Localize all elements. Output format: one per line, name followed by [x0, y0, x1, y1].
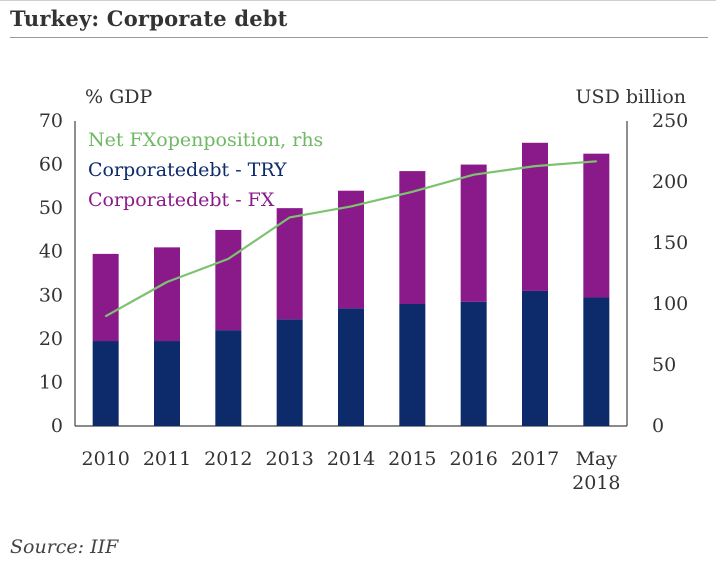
right-tick-label: 250: [652, 110, 688, 132]
net-fx-point: [104, 315, 107, 318]
category-label: 2011: [143, 448, 191, 470]
net-fx-point: [411, 190, 414, 193]
bar-try: [154, 341, 180, 426]
bar-try: [92, 341, 119, 426]
category-label-line: 2012: [204, 448, 252, 470]
left-axis-label: % GDP: [85, 86, 153, 108]
category-label: 2013: [265, 448, 313, 470]
category-label-line: 2010: [81, 448, 129, 470]
category-label-line: 2017: [511, 448, 559, 470]
legend-entry: Net FXopenposition, rhs: [88, 129, 323, 151]
left-tick-label: 10: [39, 371, 63, 393]
net-fx-point: [350, 205, 352, 208]
right-tick-label: 200: [652, 171, 688, 193]
category-label: 2016: [449, 448, 497, 470]
category-label-line: 2011: [143, 448, 191, 470]
bar-fx: [154, 247, 180, 342]
category-label: 2010: [81, 448, 129, 470]
category-label: 2014: [327, 448, 375, 470]
bar-try: [460, 301, 487, 426]
left-tick-label: 70: [39, 110, 63, 132]
bar-fx: [460, 164, 487, 302]
legend-entry: Corporatedebt - TRY: [88, 159, 287, 181]
chart-title: Turkey: Corporate debt: [10, 6, 288, 31]
net-fx-point: [227, 258, 230, 260]
right-axis-label: USD billion: [576, 86, 686, 108]
bar-try: [338, 308, 364, 426]
right-tick-label: 100: [652, 293, 688, 315]
category-label: May 2018: [572, 448, 620, 494]
bar-try: [215, 330, 242, 426]
bar-try: [522, 290, 548, 426]
bar-fx: [215, 229, 242, 331]
title-divider: [10, 37, 708, 38]
bar-fx: [92, 253, 119, 342]
left-tick-label: 30: [39, 284, 63, 306]
category-label-line: 2018: [572, 472, 620, 494]
left-tick-label: 0: [51, 415, 63, 437]
bar-try: [399, 304, 426, 426]
category-label: 2017: [511, 448, 559, 470]
left-tick-label: 60: [39, 154, 63, 176]
bar-fx: [583, 153, 610, 298]
category-label-line: 2014: [327, 448, 375, 470]
right-tick-label: 150: [652, 232, 688, 254]
left-tick-label: 20: [39, 328, 63, 350]
category-label: 2012: [204, 448, 252, 470]
bar-fx: [338, 190, 364, 309]
category-label: 2015: [388, 448, 436, 470]
net-fx-point: [534, 165, 536, 167]
left-tick-label: 50: [39, 197, 63, 219]
right-tick-label: 0: [652, 415, 664, 437]
category-label-line: 2015: [388, 448, 436, 470]
source-note: Source: IIF: [10, 536, 119, 558]
left-tick-label: 40: [39, 241, 63, 263]
bar-try: [276, 319, 303, 426]
top-rule: [0, 0, 716, 1]
net-fx-point: [472, 173, 475, 176]
category-label-line: May: [576, 448, 618, 470]
net-fx-point: [595, 160, 598, 163]
legend-entry: Corporatedebt - FX: [88, 189, 275, 211]
net-fx-point: [288, 216, 291, 219]
bar-fx: [276, 208, 303, 320]
net-fx-point: [166, 281, 168, 283]
right-tick-label: 50: [652, 354, 676, 376]
category-label-line: 2013: [265, 448, 313, 470]
bar-try: [583, 297, 610, 426]
category-label-line: 2016: [449, 448, 497, 470]
